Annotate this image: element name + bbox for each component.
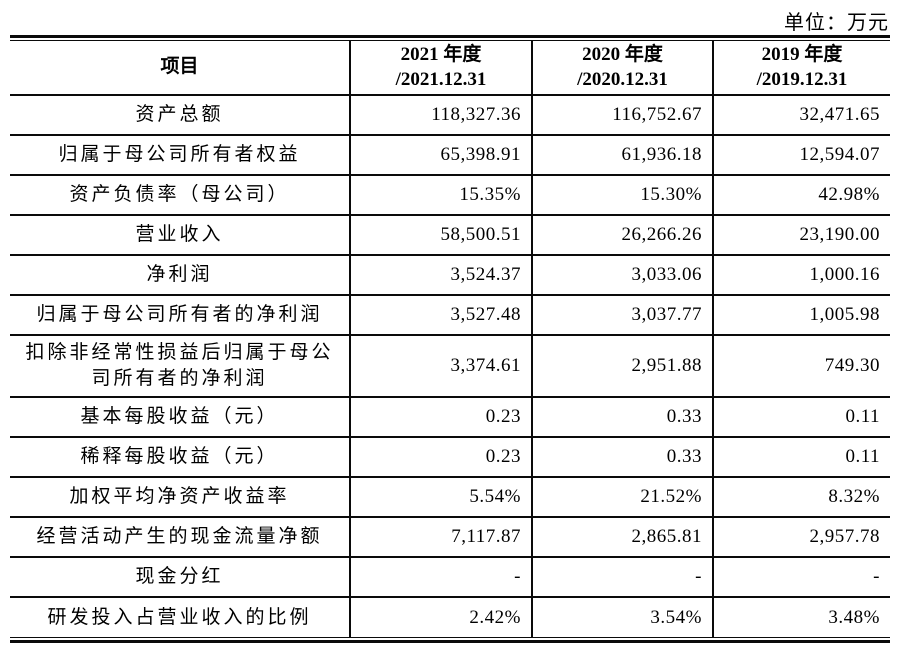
table-top-double-rule	[10, 35, 890, 41]
cell-value-2021: 3,524.37	[349, 255, 532, 296]
cell-value-2021: -	[349, 557, 532, 598]
table-row: 营业收入 58,500.51 26,266.26 23,190.00	[10, 215, 890, 256]
cell-value-2021: 2.42%	[349, 597, 532, 638]
cell-value-2021: 5.54%	[349, 477, 532, 518]
cell-value-2021: 58,500.51	[349, 215, 532, 256]
row-label: 扣除非经常性损益后归属于母公司所有者的净利润	[25, 342, 334, 390]
cell-value-2021: 3,374.61	[349, 335, 532, 398]
cell-value-2019: 23,190.00	[712, 215, 890, 256]
cell-value-2021: 0.23	[349, 397, 532, 438]
cell-value-2021: 118,327.36	[349, 95, 532, 136]
cell-value-2020: 3.54%	[531, 597, 713, 638]
cell-value-2020: 0.33	[531, 437, 713, 478]
cell-value-2019: -	[712, 557, 890, 598]
cell-value-2019: 2,957.78	[712, 517, 890, 558]
col-header-item-label: 项目	[160, 56, 199, 78]
cell-value-2021: 15.35%	[349, 175, 532, 216]
row-label: 研发投入占营业收入的比例	[47, 606, 312, 628]
col-header-2020: 2020 年度 /2020.12.31	[531, 41, 713, 96]
cell-value-2020: 61,936.18	[531, 135, 713, 176]
cell-value-2021: 3,527.48	[349, 295, 532, 336]
table-row: 基本每股收益（元） 0.23 0.33 0.11	[10, 397, 890, 438]
table-row: 稀释每股收益（元） 0.23 0.33 0.11	[10, 437, 890, 478]
col-header-2019-line1: 2019 年度	[761, 44, 843, 65]
header-row: 项目 2021 年度 /2021.12.31 2020 年度 /2020.12.…	[10, 41, 890, 96]
table-row: 现金分红 - - -	[10, 557, 890, 598]
cell-value-2019: 1,000.16	[712, 255, 890, 296]
cell-value-2020: 26,266.26	[531, 215, 713, 256]
cell-value-2020: 3,033.06	[531, 255, 713, 296]
table-row: 净利润 3,524.37 3,033.06 1,000.16	[10, 255, 890, 296]
row-label: 经营活动产生的现金流量净额	[36, 526, 323, 548]
col-header-2021-line2: /2021.12.31	[395, 68, 487, 90]
cell-value-2019: 749.30	[712, 335, 890, 398]
table-row: 扣除非经常性损益后归属于母公司所有者的净利润 3,374.61 2,951.88…	[10, 335, 890, 398]
cell-value-2019: 8.32%	[712, 477, 890, 518]
cell-value-2019: 3.48%	[712, 597, 890, 638]
row-label: 资产总额	[135, 104, 224, 126]
row-label: 加权平均净资产收益率	[69, 486, 290, 508]
col-header-2020-line1: 2020 年度	[582, 44, 663, 65]
cell-value-2020: 0.33	[531, 397, 713, 438]
table-bottom-double-rule	[10, 637, 890, 644]
unit-label: 单位：万元	[784, 12, 889, 34]
cell-value-2021: 65,398.91	[349, 135, 532, 176]
cell-value-2019: 32,471.65	[712, 95, 890, 136]
col-header-item: 项目	[10, 41, 350, 95]
cell-value-2020: -	[531, 557, 713, 598]
cell-value-2021: 7,117.87	[349, 517, 532, 558]
row-label: 稀释每股收益（元）	[80, 446, 279, 468]
row-label: 归属于母公司所有者的净利润	[36, 304, 323, 326]
col-header-2020-line2: /2020.12.31	[577, 68, 668, 90]
row-label: 基本每股收益（元）	[80, 406, 279, 428]
table-row: 归属于母公司所有者的净利润 3,527.48 3,037.77 1,005.98	[10, 295, 890, 336]
cell-value-2019: 42.98%	[712, 175, 890, 216]
financial-summary-table: 项目 2021 年度 /2021.12.31 2020 年度 /2020.12.…	[10, 41, 890, 638]
cell-value-2019: 12,594.07	[712, 135, 890, 176]
cell-value-2020: 116,752.67	[531, 95, 713, 136]
table-row: 资产总额 118,327.36 116,752.67 32,471.65	[10, 95, 890, 136]
cell-value-2020: 3,037.77	[531, 295, 713, 336]
table-row: 研发投入占营业收入的比例 2.42% 3.54% 3.48%	[10, 597, 890, 638]
row-label: 资产负债率（母公司）	[69, 184, 290, 206]
table-row: 经营活动产生的现金流量净额 7,117.87 2,865.81 2,957.78	[10, 517, 890, 558]
row-label: 营业收入	[135, 224, 224, 246]
cell-value-2021: 0.23	[349, 437, 532, 478]
row-label: 归属于母公司所有者权益	[58, 144, 301, 166]
cell-value-2020: 15.30%	[531, 175, 713, 216]
financial-table-wrap: 项目 2021 年度 /2021.12.31 2020 年度 /2020.12.…	[10, 35, 890, 644]
row-label: 净利润	[146, 264, 213, 286]
col-header-2019: 2019 年度 /2019.12.31	[712, 41, 890, 96]
cell-value-2020: 2,951.88	[531, 335, 713, 398]
col-header-2019-line2: /2019.12.31	[756, 68, 848, 90]
col-header-2021: 2021 年度 /2021.12.31	[349, 41, 532, 96]
table-row: 归属于母公司所有者权益 65,398.91 61,936.18 12,594.0…	[10, 135, 890, 176]
cell-value-2019: 1,005.98	[712, 295, 890, 336]
cell-value-2020: 21.52%	[531, 477, 713, 518]
cell-value-2019: 0.11	[712, 397, 890, 438]
cell-value-2020: 2,865.81	[531, 517, 713, 558]
table-row: 加权平均净资产收益率 5.54% 21.52% 8.32%	[10, 477, 890, 518]
row-label: 现金分红	[135, 566, 224, 588]
cell-value-2019: 0.11	[712, 437, 890, 478]
table-row: 资产负债率（母公司） 15.35% 15.30% 42.98%	[10, 175, 890, 216]
col-header-2021-line1: 2021 年度	[400, 44, 482, 65]
